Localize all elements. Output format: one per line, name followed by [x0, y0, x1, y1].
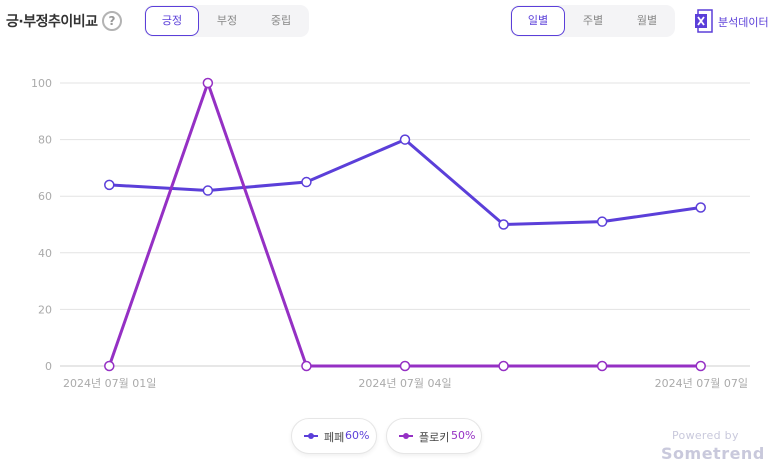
export-data-label: 분석데이터 [718, 16, 768, 29]
legend-label-pepe: 페페 [324, 431, 345, 444]
legend-pct-floki: 50% [451, 429, 476, 442]
data-point-s0-0 [104, 179, 115, 191]
data-point-s0-3 [399, 134, 411, 145]
data-point-s1-3 [399, 360, 411, 372]
x-tick-label-3: 2024년 07월 04일 [358, 376, 451, 390]
y-tick-label-60: 60 [38, 190, 52, 203]
data-point-s0-2 [301, 176, 312, 188]
data-point-s1-0 [104, 360, 115, 372]
legend-swatch-pepe [304, 433, 318, 439]
data-point-s1-6 [695, 360, 706, 372]
brand-logo: Sometrend [661, 444, 765, 463]
legend-item-pepe[interactable]: 페페 60% [291, 418, 377, 454]
tab-negative[interactable]: 부정 [216, 14, 238, 27]
data-point-s1-2 [301, 360, 312, 372]
y-tick-label-20: 20 [38, 303, 52, 316]
period-tab-group: 일별 주별 월별 [510, 5, 675, 37]
tab-monthly[interactable]: 월별 [636, 14, 658, 27]
series-line-0 [109, 138, 701, 226]
data-point-s0-4 [498, 219, 509, 230]
tab-daily[interactable]: 일별 [511, 6, 565, 36]
data-point-s0-5 [596, 216, 608, 227]
series-line-1 [107, 81, 701, 368]
y-tick-label-0: 0 [45, 360, 52, 373]
tab-neutral[interactable]: 중립 [270, 14, 292, 27]
y-tick-label-80: 80 [38, 134, 52, 147]
data-point-s0-6 [695, 202, 706, 213]
sentiment-tab-group: 긍정 부정 중립 [144, 5, 309, 37]
data-point-s1-5 [596, 360, 608, 372]
data-point-s1-4 [498, 360, 509, 372]
y-tick-label-40: 40 [38, 247, 52, 260]
x-tick-label-0: 2024년 07월 01일 [63, 376, 156, 390]
help-icon[interactable]: ? [102, 11, 122, 31]
tab-positive[interactable]: 긍정 [145, 6, 199, 36]
legend-label-floki: 플로키 [419, 431, 450, 444]
data-point-s1-1 [202, 77, 214, 89]
powered-by-text: Powered by [672, 429, 739, 442]
y-tick-label-100: 100 [31, 77, 52, 90]
x-tick-label-6: 2024년 07월 07일 [655, 376, 748, 390]
data-point-s0-1 [202, 185, 214, 196]
excel-icon [695, 9, 713, 33]
legend-item-floki[interactable]: 플로키 50% [386, 418, 482, 454]
legend-swatch-floki [399, 433, 413, 439]
chart-title: 긍·부정추이비교 [6, 14, 98, 30]
legend-pct-pepe: 60% [345, 429, 370, 442]
tab-weekly[interactable]: 주별 [582, 14, 604, 27]
